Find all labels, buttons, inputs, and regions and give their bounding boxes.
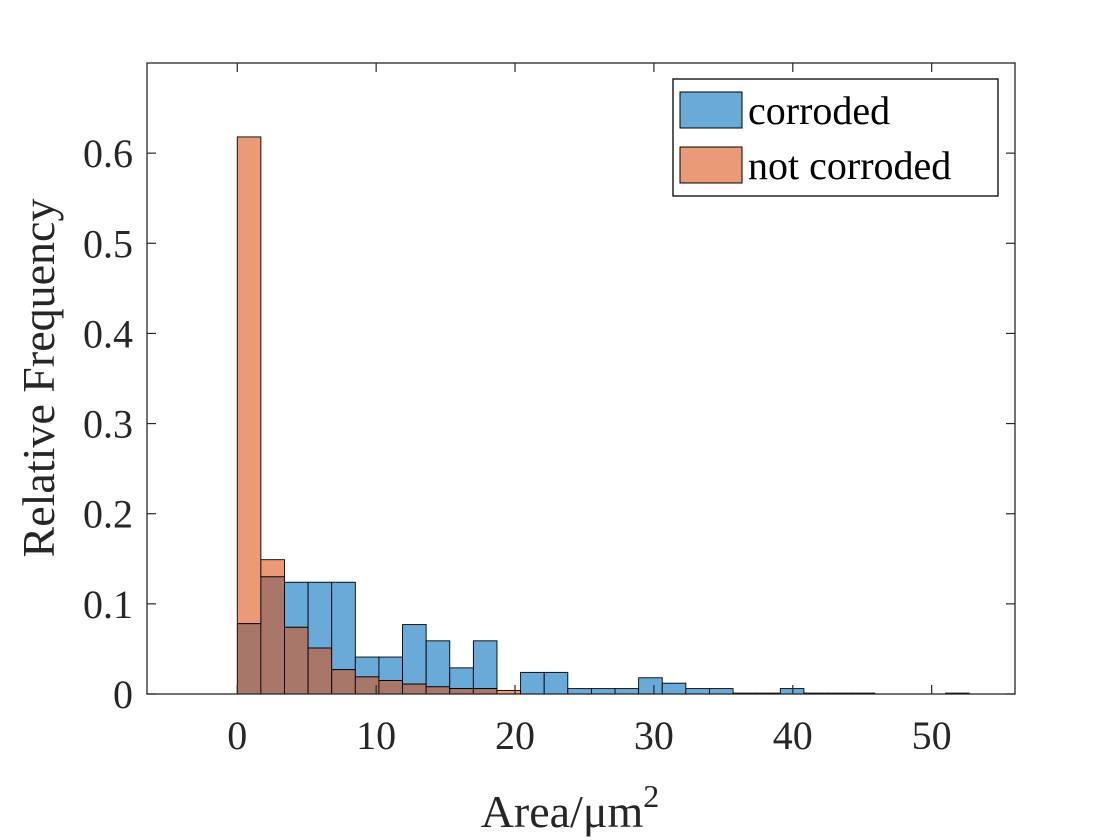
ticks-layer: 0 10 20 30 40 50 0 0.1 0.2 0.3 0.4 0.5 0.6 (83, 63, 1015, 758)
x-tick-label: 10 (356, 713, 396, 758)
histogram-bar-corroded (520, 671, 545, 695)
x-axis-title-superscript: 2 (643, 778, 659, 814)
x-tick-label: 40 (773, 713, 813, 758)
x-tick-label: 20 (495, 713, 535, 758)
histogram-bar-not-corroded (260, 559, 285, 578)
histogram-bar-corroded (661, 682, 687, 695)
y-tick-label: 0.6 (83, 131, 133, 176)
y-tick-label: 0.2 (83, 492, 133, 537)
histogram-bar-corroded (590, 688, 616, 695)
x-tick-label: 50 (912, 713, 952, 758)
histogram-bar-overlap (378, 680, 403, 695)
histogram-bar-overlap (472, 688, 498, 695)
histogram-bar-corroded (284, 581, 309, 628)
legend-label-not-corroded: not corroded (748, 143, 951, 188)
histogram-bar-corroded (472, 640, 498, 690)
histogram-bar-corroded (425, 640, 451, 688)
histogram-bar-corroded (449, 667, 474, 690)
x-tick-label: 0 (227, 713, 247, 758)
histogram-bar-corroded (331, 581, 356, 671)
histogram-bar-overlap (449, 688, 474, 695)
histogram-bar-corroded (354, 656, 380, 678)
y-tick-label: 0.3 (83, 402, 133, 447)
plot-area-frame (146, 62, 1016, 695)
y-tick-label: 0.1 (83, 582, 133, 627)
histogram-bar-corroded (402, 624, 427, 685)
histogram-bar-corroded (307, 581, 333, 649)
legend-label-corroded: corroded (748, 88, 890, 133)
histogram-bar-corroded (543, 671, 569, 695)
histogram-bar-corroded (378, 656, 403, 681)
histogram-bar-corroded (567, 688, 592, 695)
x-axis-title: Area/μm2 (481, 778, 660, 837)
x-tick-label: 30 (634, 713, 674, 758)
histogram-bar-overlap (284, 626, 309, 695)
histogram-bar-overlap (331, 669, 356, 695)
y-axis-title: Relative Frequency (13, 199, 64, 558)
histogram-bar-overlap (402, 683, 427, 695)
histogram-bar-corroded (638, 677, 663, 695)
y-tick-label: 0.5 (83, 221, 133, 266)
legend-swatch-corroded (679, 91, 743, 129)
legend: corroded not corroded (672, 78, 999, 197)
y-tick-label: 0 (113, 672, 133, 717)
histogram-bar-corroded (709, 688, 734, 695)
x-axis-title-base: Area/μm (481, 786, 644, 837)
legend-swatch-not-corroded (679, 146, 743, 184)
histogram-bar-corroded (779, 688, 805, 695)
histogram-bar-corroded (614, 688, 640, 695)
histogram-bar-overlap (307, 647, 333, 695)
histogram-bar-overlap (354, 676, 380, 695)
y-tick-label: 0.4 (83, 311, 133, 356)
histogram-bar-not-corroded (236, 136, 262, 625)
histogram-bar-overlap (425, 686, 451, 695)
histogram-bar-corroded (685, 688, 710, 695)
histogram-bar-overlap (260, 576, 285, 695)
histogram-bar-overlap (236, 623, 262, 695)
bars-layer (236, 136, 970, 695)
